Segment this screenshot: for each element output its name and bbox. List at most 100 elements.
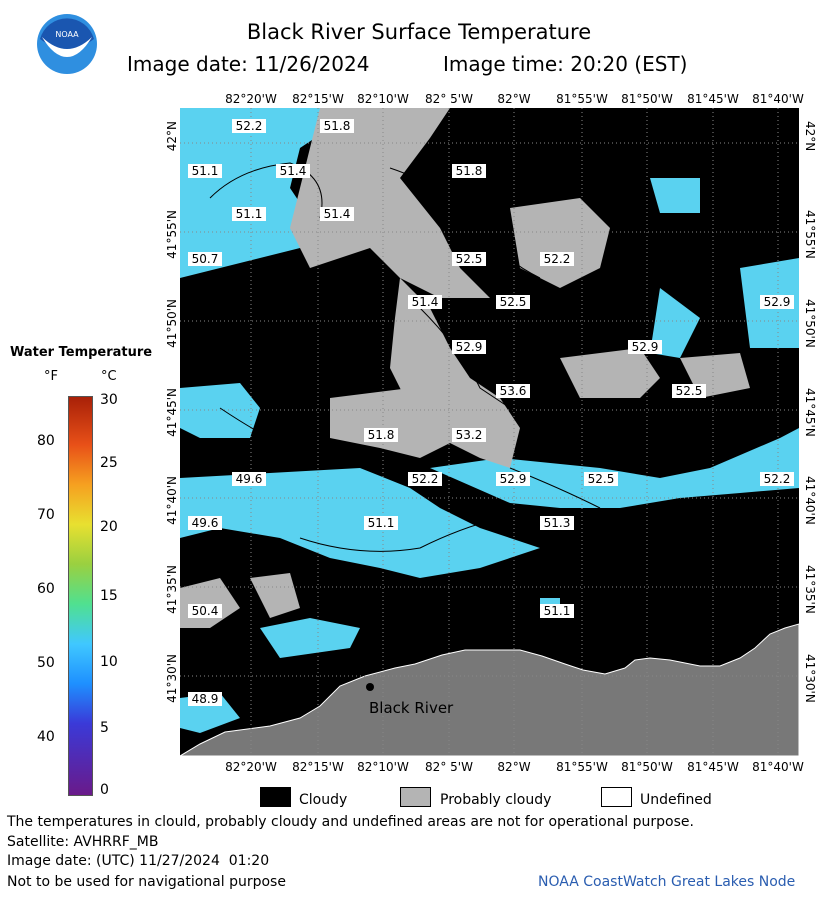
latitude-label: 41°55'N (803, 210, 817, 259)
longitude-label: 81°45'W (687, 92, 739, 106)
svg-text:48.9: 48.9 (192, 692, 219, 706)
celsius-tick: 20 (100, 519, 118, 535)
temperature-label: 49.6 (188, 516, 222, 530)
celsius-tick: 10 (100, 654, 118, 670)
latitude-label: 41°40'N (165, 476, 179, 525)
svg-text:52.9: 52.9 (456, 340, 483, 354)
longitude-label: 81°50'W (621, 92, 673, 106)
svg-text:49.6: 49.6 (236, 472, 263, 486)
image-time: Image time: 20:20 (EST) (443, 52, 688, 76)
latitude-label: 41°30'N (165, 654, 179, 703)
svg-text:51.4: 51.4 (280, 164, 307, 178)
temperature-label: 52.5 (452, 252, 486, 266)
temperature-label: 52.2 (232, 119, 266, 133)
disclaimer-text: The temperatures in clould, probably clo… (7, 814, 694, 830)
cloudy-swatch (260, 787, 291, 807)
svg-text:52.2: 52.2 (764, 472, 791, 486)
latitude-label: 41°45'N (803, 388, 817, 437)
celsius-tick: 5 (100, 720, 109, 736)
svg-text:53.2: 53.2 (456, 428, 483, 442)
temperature-label: 52.5 (496, 295, 530, 309)
longitude-label: 81°45'W (687, 760, 739, 774)
probably-cloudy-patch (330, 388, 460, 458)
unit-fahrenheit: °F (44, 369, 58, 384)
svg-text:51.4: 51.4 (324, 207, 351, 221)
longitude-label: 82°15'W (292, 760, 344, 774)
page-title: Black River Surface Temperature (246, 20, 592, 44)
svg-text:50.4: 50.4 (192, 604, 219, 618)
latitude-label: 41°35'N (803, 565, 817, 614)
temperature-label: 52.5 (584, 472, 618, 486)
temperature-label: 51.1 (232, 207, 266, 221)
svg-text:52.9: 52.9 (632, 340, 659, 354)
water-patch (650, 288, 700, 358)
nav-warning-text: Not to be used for navigational purpose (7, 874, 286, 890)
temperature-label: 53.2 (452, 428, 486, 442)
temperature-label: 51.4 (320, 207, 354, 221)
longitude-label: 82°20'W (225, 92, 277, 106)
water-patch (430, 428, 799, 508)
latitude-label: 41°55'N (165, 210, 179, 259)
svg-text:52.9: 52.9 (500, 472, 527, 486)
svg-text:51.3: 51.3 (544, 516, 571, 530)
temperature-labels: 52.2 51.8 51.1 51.4 51.8 51.1 51.4 50.7 52.5 52.2… (188, 119, 794, 706)
longitude-label: 82° 5'W (425, 760, 473, 774)
longitude-label: 82°W (497, 92, 531, 106)
probably-cloudy-patch (560, 348, 660, 398)
black-river-marker (366, 683, 374, 691)
svg-text:52.2: 52.2 (236, 119, 263, 133)
longitude-label: 82°W (497, 760, 531, 774)
water-patch (650, 178, 700, 213)
svg-text:51.8: 51.8 (456, 164, 483, 178)
water-patches (180, 108, 799, 733)
temperature-map: Black River 52.2 51.8 51.1 51.4 51.8 51.1 51.4… (180, 108, 799, 756)
svg-text:50.7: 50.7 (192, 252, 219, 266)
longitude-label: 81°40'W (752, 92, 804, 106)
longitude-label: 82°20'W (225, 760, 277, 774)
logo-text: NOAA (55, 30, 79, 39)
longitude-label: 82° 5'W (425, 92, 473, 106)
water-patch (260, 618, 360, 658)
temperature-label: 52.9 (760, 295, 794, 309)
contour-lines (209, 162, 601, 552)
temperature-label: 52.2 (540, 252, 574, 266)
latitude-label: 41°40'N (803, 476, 817, 525)
temperature-colorbar (68, 396, 93, 796)
svg-text:51.1: 51.1 (192, 164, 219, 178)
fahrenheit-tick: 60 (37, 581, 55, 597)
longitude-label: 82°15'W (292, 92, 344, 106)
temperature-label: 51.1 (540, 604, 574, 618)
longitude-label: 81°55'W (556, 760, 608, 774)
satellite-text: Satellite: AVHRRF_MB (7, 834, 159, 850)
temperature-label: 52.9 (628, 340, 662, 354)
unit-celsius: °C (101, 369, 117, 384)
svg-text:52.5: 52.5 (588, 472, 615, 486)
svg-text:52.2: 52.2 (544, 252, 571, 266)
water-patch (180, 468, 540, 578)
longitude-label: 81°40'W (752, 760, 804, 774)
cloudy-label: Cloudy (299, 792, 348, 808)
longitude-label: 82°10'W (357, 760, 409, 774)
probably-cloudy-label: Probably cloudy (440, 792, 552, 808)
longitude-label: 82°10'W (357, 92, 409, 106)
temperature-label: 50.4 (188, 604, 222, 618)
svg-text:52.2: 52.2 (412, 472, 439, 486)
temperature-label: 48.9 (188, 692, 222, 706)
svg-text:52.5: 52.5 (456, 252, 483, 266)
temperature-label: 52.5 (672, 384, 706, 398)
noaa-logo: NOAA (37, 14, 97, 74)
celsius-tick: 15 (100, 588, 118, 604)
temperature-label: 51.8 (364, 428, 398, 442)
svg-text:51.4: 51.4 (412, 295, 439, 309)
temperature-label: 52.2 (760, 472, 794, 486)
undefined-swatch (601, 787, 632, 807)
celsius-tick: 25 (100, 455, 118, 471)
latitude-label: 41°45'N (165, 388, 179, 437)
latitude-label: 41°30'N (803, 654, 817, 703)
svg-text:51.8: 51.8 (324, 119, 351, 133)
fahrenheit-tick: 70 (37, 507, 55, 523)
temperature-label: 51.4 (408, 295, 442, 309)
temperature-label: 52.2 (408, 472, 442, 486)
latitude-label: 42°N (803, 121, 817, 152)
undefined-label: Undefined (640, 792, 712, 808)
